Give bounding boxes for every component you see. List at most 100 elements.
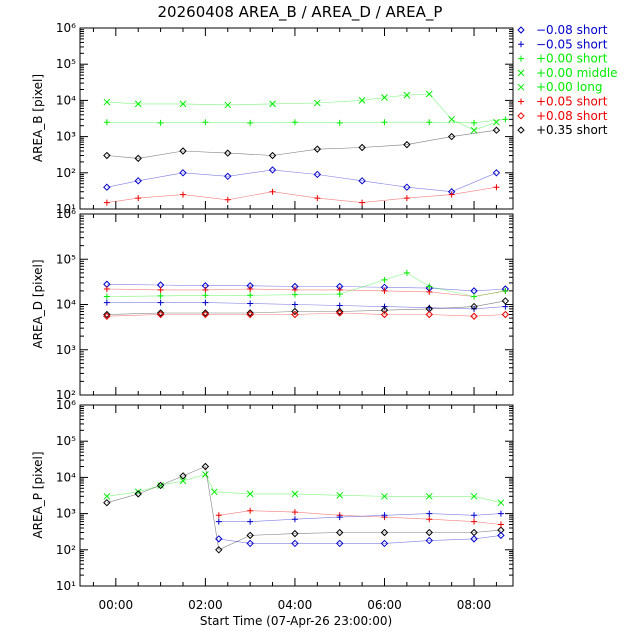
series-trend — [106, 288, 506, 297]
panel-area-p-frame — [79, 404, 514, 587]
data-point — [224, 172, 232, 181]
legend-entry: −0.08 short — [536, 23, 608, 37]
series-trend — [218, 510, 501, 525]
panel-area-b-frame — [79, 27, 514, 210]
data-point — [336, 528, 344, 537]
data-point — [497, 531, 505, 540]
x-axis-ticks: 00:00 02:00 04:00 06:00 08:00 — [99, 598, 492, 612]
series-trend — [106, 169, 497, 193]
panel-area-d: 10² 10³ 10⁴ 10⁵ 10⁶ AREA_D [pixel] — [31, 207, 514, 402]
data-point — [336, 539, 344, 548]
x-tick-label: 02:00 — [188, 598, 223, 612]
y-tick-label: 10⁶ — [56, 21, 76, 35]
data-point — [470, 535, 478, 543]
x-tick-label: 00:00 — [99, 598, 134, 612]
data-point — [380, 306, 389, 314]
series-trend — [106, 93, 497, 131]
legend-entry: +0.00 long — [536, 80, 603, 94]
data-point — [501, 297, 510, 305]
y-tick-label: 10³ — [56, 507, 76, 521]
data-point — [246, 310, 254, 319]
data-point — [268, 166, 277, 174]
y-tick-label: 10⁵ — [56, 252, 76, 266]
series-trend — [106, 119, 506, 124]
series-trend — [106, 129, 497, 159]
data-point — [492, 126, 501, 134]
series-trend — [106, 272, 506, 297]
data-point — [425, 528, 433, 537]
data-point — [103, 151, 111, 160]
data-point — [246, 309, 254, 317]
y-tick-label: 10¹ — [56, 202, 76, 216]
x-tick-label: 04:00 — [278, 598, 313, 612]
data-point — [201, 462, 210, 471]
series-trend — [106, 312, 506, 317]
data-point — [103, 199, 110, 206]
data-point — [246, 531, 254, 540]
series-trend — [106, 466, 501, 551]
x-tick-label: 06:00 — [367, 598, 402, 612]
data-point — [493, 184, 500, 191]
panel-area-d-yticks: 10² 10³ 10⁴ 10⁵ 10⁶ — [56, 207, 513, 402]
legend-entry: +0.08 short — [536, 109, 608, 123]
data-point — [380, 528, 389, 537]
data-point — [201, 309, 210, 317]
data-point — [336, 307, 344, 316]
legend-entry: +0.00 short — [536, 52, 608, 66]
data-point — [103, 498, 111, 507]
data-point — [313, 170, 322, 179]
legend-marker — [517, 126, 525, 134]
x-tick-label: 08:00 — [457, 598, 492, 612]
data-point — [291, 310, 299, 319]
y-tick-label: 10⁶ — [56, 207, 76, 221]
data-point — [425, 536, 433, 545]
data-point — [179, 169, 187, 177]
legend-marker — [517, 26, 525, 34]
data-point — [358, 177, 366, 185]
legend: −0.08 short−0.05 short+0.00 short+0.00 m… — [517, 23, 618, 137]
data-point — [156, 310, 165, 319]
data-point — [470, 312, 478, 320]
series-trend — [106, 300, 506, 315]
legend-entry: +0.05 short — [536, 95, 608, 109]
y-tick-label: 10⁴ — [56, 298, 76, 312]
data-point — [380, 539, 389, 548]
data-point — [103, 310, 111, 319]
y-tick-label: 10⁵ — [56, 434, 76, 448]
panel-area-d-marks — [103, 269, 510, 320]
y-tick-label: 10² — [56, 543, 76, 557]
legend-marker — [518, 98, 524, 105]
panel-area-p-yticks: 10¹ 10² 10³ 10⁴ 10⁵ 10⁶ — [56, 398, 513, 593]
legend-marker — [517, 69, 525, 77]
series-trend — [218, 513, 501, 522]
data-point — [103, 312, 111, 320]
x-axis-label: Start Time (07-Apr-26 23:00:00) — [200, 614, 392, 628]
data-point — [103, 492, 111, 500]
panel-area-d-ylabel: AREA_D [pixel] — [31, 259, 45, 348]
y-tick-label: 10² — [56, 166, 76, 180]
data-point — [497, 526, 505, 534]
y-tick-label: 10³ — [56, 343, 76, 357]
data-point — [492, 169, 501, 177]
data-point — [134, 154, 142, 163]
data-point — [501, 310, 510, 319]
data-point — [447, 132, 456, 141]
data-point — [358, 143, 366, 152]
y-tick-label: 10⁴ — [56, 470, 76, 484]
panel-area-p-marks — [103, 462, 505, 554]
legend-marker — [518, 41, 524, 48]
legend-marker — [517, 83, 525, 91]
data-point — [224, 149, 232, 157]
legend-marker — [517, 112, 525, 120]
y-tick-label: 10³ — [56, 130, 76, 144]
y-tick-label: 10¹ — [56, 579, 76, 593]
data-point — [497, 499, 505, 507]
y-tick-label: 10⁵ — [56, 57, 76, 71]
data-point — [470, 302, 478, 311]
series-trend — [106, 302, 506, 310]
series-trend — [106, 284, 506, 292]
y-tick-label: 10² — [56, 388, 76, 402]
data-point — [268, 151, 277, 160]
panel-area-p: 10¹ 10² 10³ 10⁴ 10⁵ 10⁶ AREA_P [pixel] — [31, 398, 514, 593]
y-tick-label: 10⁴ — [56, 93, 76, 107]
